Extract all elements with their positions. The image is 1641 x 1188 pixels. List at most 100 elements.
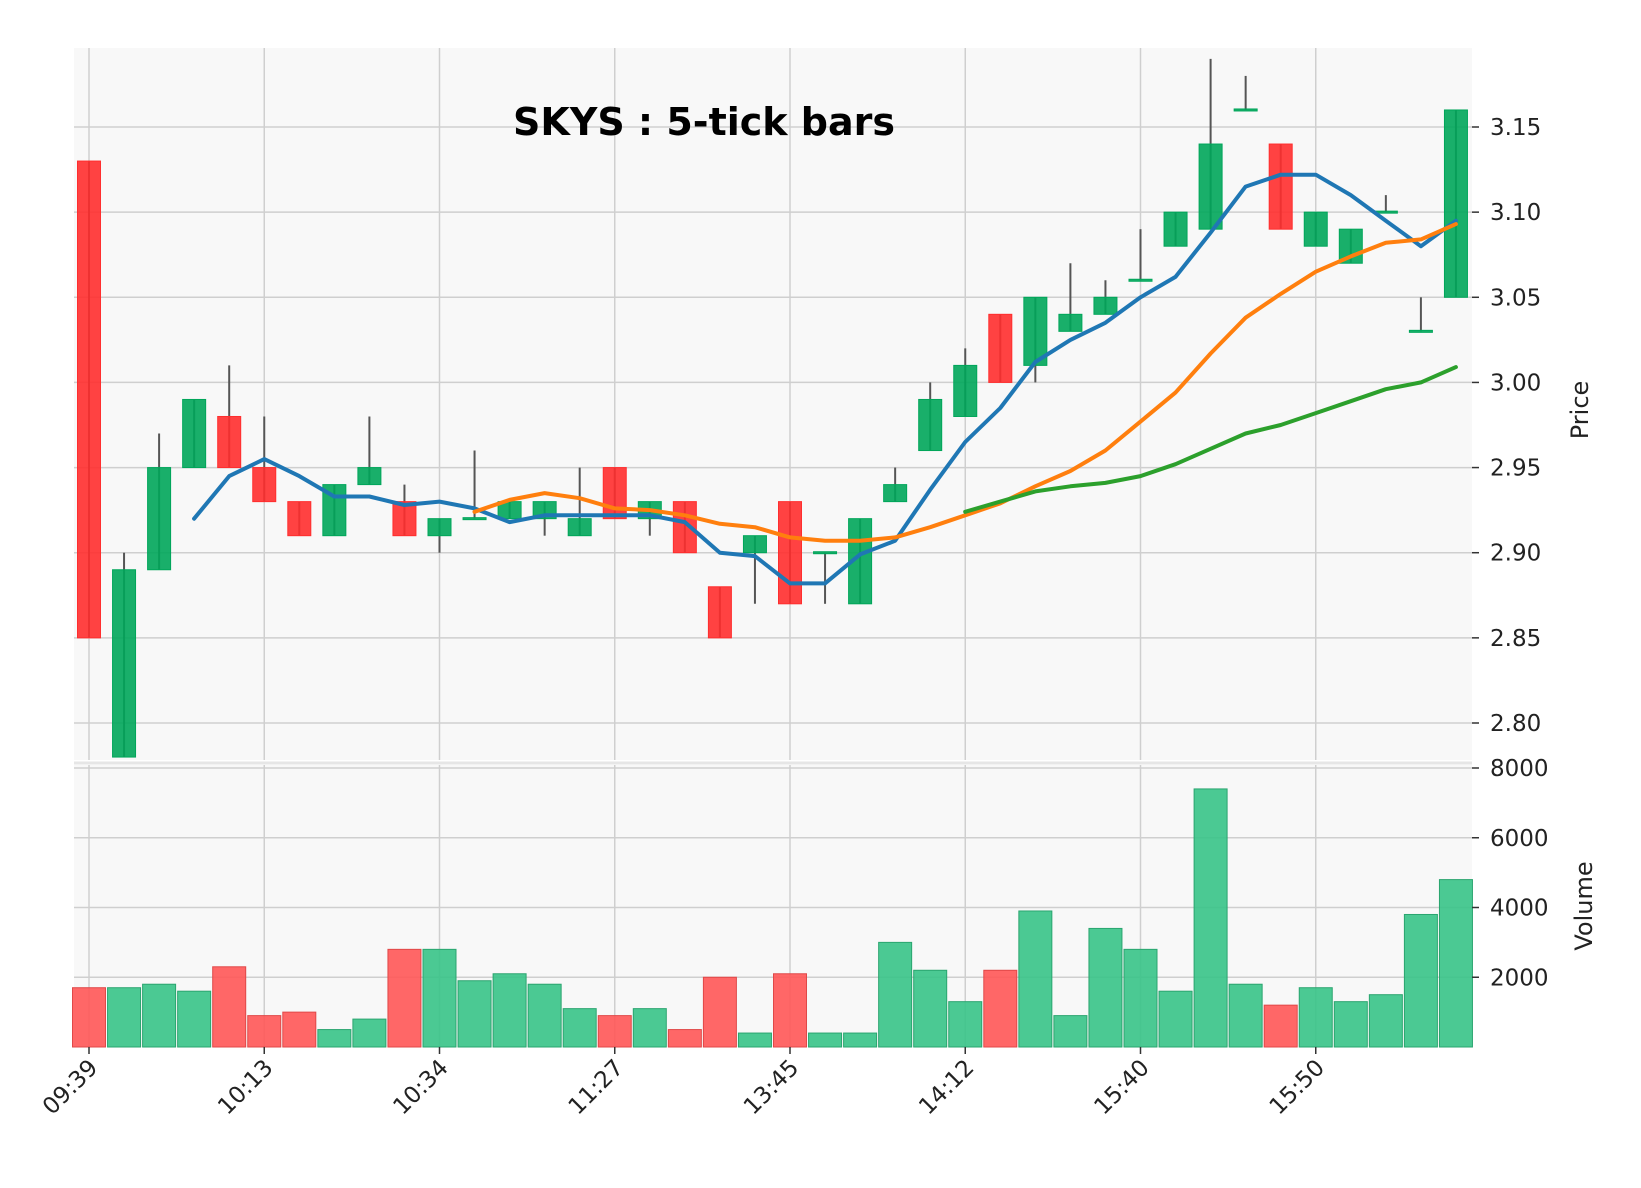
volume-tick-label: 8000 (1490, 756, 1549, 782)
volume-bar (632, 1008, 667, 1048)
volume-bar (1053, 1015, 1088, 1048)
grid-lines (74, 48, 1472, 1047)
candle-body (742, 535, 767, 554)
candle (392, 484, 417, 537)
volume-bar (212, 966, 247, 1048)
candle-body (778, 501, 802, 605)
y-tick-labels: 2.80 2.85 2.90 2.95 3.00 3.05 3.10 3.15 2000 4000… (1472, 115, 1549, 991)
x-tick-label: 15:40 (1089, 1055, 1154, 1120)
candle-body (707, 586, 732, 639)
candle (182, 398, 207, 469)
candle (1408, 297, 1433, 333)
candle (742, 535, 767, 604)
candle (988, 313, 1013, 383)
candle (1443, 109, 1468, 298)
candle (883, 467, 908, 503)
moving-average-line (192, 172, 1458, 586)
candle (1233, 75, 1258, 112)
chart-title: SKYS : 5-tick bars (513, 100, 895, 144)
candle-body (252, 467, 277, 503)
candle (147, 433, 172, 571)
volume-bar (352, 1018, 387, 1048)
volume-bar (1018, 910, 1053, 1048)
volume-bar (142, 983, 177, 1048)
candle-body (392, 501, 417, 537)
candle-body (217, 415, 242, 469)
volume-tick-label: 6000 (1490, 826, 1549, 852)
volume-bar (597, 1015, 632, 1048)
x-tick-label: 11:27 (564, 1055, 629, 1120)
candle (1058, 263, 1083, 332)
volume-bar (1228, 983, 1263, 1048)
x-tick-labels: 09:39 10:13 10:34 11:27 13:45 14:12 15:40 15:50 (38, 1047, 1330, 1120)
volume-bar (527, 983, 562, 1048)
candle-body (112, 569, 137, 758)
volume-bar (387, 948, 422, 1048)
candle (287, 501, 312, 537)
volume-bar (247, 1015, 282, 1048)
volume-bar (878, 941, 913, 1048)
candle-body (147, 467, 172, 571)
candle-body (1408, 329, 1433, 333)
candle (427, 518, 452, 553)
candle (602, 467, 627, 520)
candle-body (602, 467, 627, 520)
candle-body (1128, 278, 1153, 282)
candle (918, 382, 943, 452)
moving-average-line (472, 222, 1458, 543)
volume-bar (843, 1032, 878, 1048)
candle-body (988, 313, 1013, 383)
candle (1093, 280, 1118, 315)
candle (357, 416, 382, 486)
candle (1163, 211, 1188, 247)
candle-body (77, 160, 101, 639)
moving-average-lines (192, 172, 1458, 586)
volume-bar (1158, 990, 1193, 1048)
candle-body (1233, 108, 1258, 112)
volume-bar (808, 1032, 843, 1048)
candle (778, 501, 802, 605)
price-tick-label: 2.85 (1490, 626, 1541, 652)
volume-bar (457, 980, 492, 1048)
volume-bar (1403, 913, 1438, 1048)
volume-axis-label: Volume (1570, 861, 1598, 950)
volume-bar (72, 987, 106, 1048)
candle (953, 348, 978, 417)
candle (1198, 58, 1223, 230)
volume-bar (737, 1032, 772, 1048)
volume-bar (1263, 1004, 1298, 1048)
volume-bar (1298, 987, 1333, 1048)
volume-bar (282, 1011, 317, 1048)
volume-bar (107, 987, 142, 1048)
candle (1023, 296, 1048, 383)
candle-body (1023, 296, 1048, 366)
volume-bar (667, 1029, 702, 1048)
candle-body (462, 517, 487, 521)
volume-bar (773, 973, 807, 1048)
moving-average-line (963, 365, 1458, 514)
candle-body (357, 467, 382, 486)
volume-bar (983, 969, 1018, 1048)
price-axis-label: Price (1566, 381, 1594, 440)
candle (567, 467, 592, 537)
volume-bar (422, 948, 457, 1048)
candle (1268, 143, 1293, 230)
candle-body (1093, 296, 1118, 315)
volume-bar (1438, 879, 1473, 1048)
volume-bar (317, 1029, 352, 1048)
candle (707, 586, 732, 639)
x-tick-label: 14:12 (914, 1055, 979, 1120)
x-tick-label: 13:45 (739, 1055, 804, 1120)
candle (1303, 211, 1328, 247)
price-tick-label: 2.90 (1490, 541, 1541, 567)
x-tick-label: 10:13 (213, 1055, 278, 1120)
price-tick-label: 2.80 (1490, 711, 1541, 737)
candle-body (813, 551, 838, 555)
volume-bar (177, 990, 212, 1048)
price-tick-label: 3.05 (1490, 285, 1541, 311)
price-tick-label: 3.00 (1490, 370, 1541, 396)
candle-body (427, 518, 452, 537)
candle-body (1303, 211, 1328, 247)
candle-body (918, 398, 943, 452)
